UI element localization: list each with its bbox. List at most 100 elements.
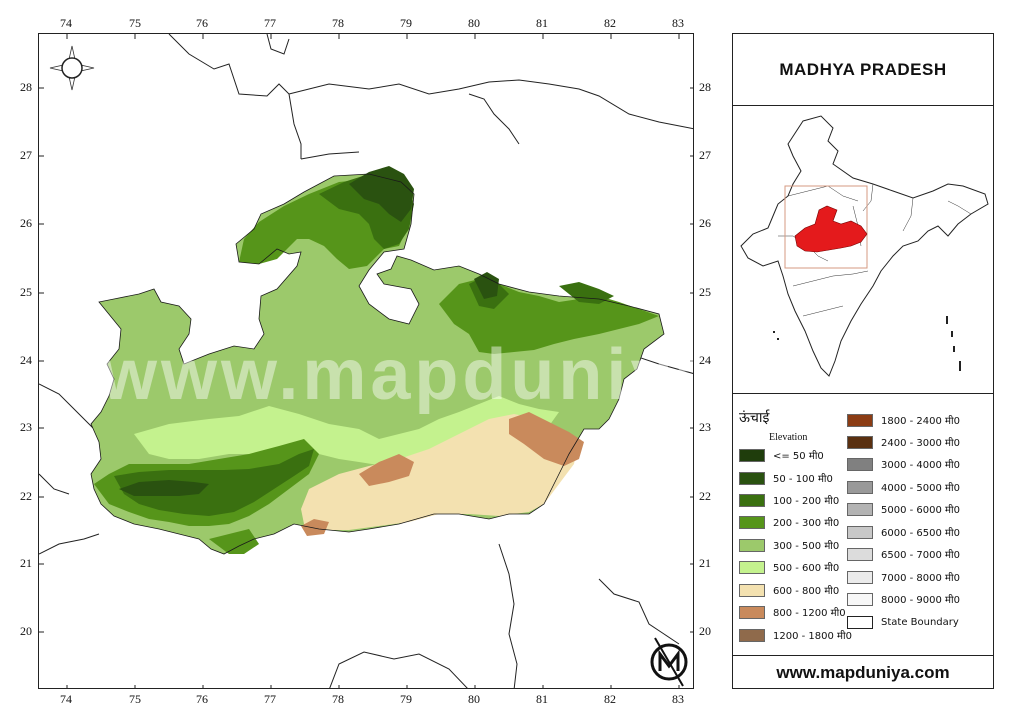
legend-swatch bbox=[847, 413, 873, 427]
india-inset-map bbox=[733, 106, 993, 394]
inset-extent-box bbox=[784, 185, 868, 269]
state-elevation bbox=[91, 166, 664, 554]
legend-label: 1800 - 2400 मी0 bbox=[881, 416, 960, 427]
legend-item: 7000 - 8000 मी0 bbox=[847, 570, 960, 584]
website-box: www.mapduniya.com bbox=[733, 656, 993, 690]
legend-label: 4000 - 5000 मी0 bbox=[881, 483, 960, 494]
elevation-map: www.mapduniya.com bbox=[38, 33, 694, 689]
legend-swatch bbox=[847, 570, 873, 584]
legend-item: 8000 - 9000 मी0 bbox=[847, 592, 960, 606]
lon-tick-label: 74 bbox=[60, 16, 72, 30]
frame-ticks bbox=[39, 34, 693, 688]
lat-tick-label: 26 bbox=[20, 216, 32, 230]
legend-label: State Boundary bbox=[881, 616, 959, 628]
legend-swatch bbox=[847, 615, 873, 629]
legend-label: 8000 - 9000 मी0 bbox=[881, 595, 960, 606]
legend-label: 6500 - 7000 मी0 bbox=[881, 550, 960, 561]
legend-label: 100 - 200 मी0 bbox=[773, 496, 840, 507]
legend-swatch bbox=[739, 583, 765, 597]
lat-tick-label: 20 bbox=[699, 624, 711, 638]
legend-label: 300 - 500 मी0 bbox=[773, 541, 840, 552]
legend-subtitle: Elevation bbox=[769, 432, 808, 443]
legend-item: 5000 - 6000 मी0 bbox=[847, 502, 960, 516]
legend-item: 500 - 600 मी0 bbox=[739, 560, 839, 574]
map-title: MADHYA PRADESH bbox=[779, 59, 947, 79]
lon-tick-label: 80 bbox=[468, 16, 480, 30]
legend-item: 800 - 1200 मी0 bbox=[739, 605, 846, 619]
legend: ऊंचाई Elevation <= 50 मी0 50 - 100 मी0 1… bbox=[733, 394, 993, 656]
side-panel: MADHYA PRADESH ऊंचाई bbox=[732, 33, 994, 689]
lon-tick-label: 76 bbox=[196, 692, 208, 706]
lon-tick-label: 81 bbox=[536, 16, 548, 30]
legend-item: 100 - 200 मी0 bbox=[739, 493, 839, 507]
lon-tick-label: 83 bbox=[672, 16, 684, 30]
lat-tick-label: 23 bbox=[699, 420, 711, 434]
legend-item: 1200 - 1800 मी0 bbox=[739, 628, 852, 642]
neighbour-state-boundaries bbox=[39, 34, 693, 688]
legend-swatch bbox=[847, 547, 873, 561]
legend-label: 500 - 600 मी0 bbox=[773, 563, 840, 574]
mapduniya-logo-icon bbox=[650, 637, 688, 687]
state-boundary-outline bbox=[90, 173, 665, 555]
legend-item: 200 - 300 मी0 bbox=[739, 515, 839, 529]
lon-tick-label: 78 bbox=[332, 16, 344, 30]
lon-tick-label: 83 bbox=[672, 692, 684, 706]
legend-swatch bbox=[739, 628, 765, 642]
lat-tick-label: 22 bbox=[699, 489, 711, 503]
legend-swatch bbox=[847, 525, 873, 539]
website-url[interactable]: www.mapduniya.com bbox=[776, 663, 950, 682]
lat-tick-label: 20 bbox=[20, 624, 32, 638]
lon-tick-label: 74 bbox=[60, 692, 72, 706]
legend-item: 300 - 500 मी0 bbox=[739, 538, 839, 552]
lon-tick-label: 75 bbox=[129, 16, 141, 30]
elevation-zone-200-300 bbox=[94, 179, 659, 554]
island-marks bbox=[773, 316, 961, 371]
legend-swatch bbox=[739, 538, 765, 552]
lat-tick-label: 28 bbox=[699, 80, 711, 94]
north-arrow-icon bbox=[49, 45, 95, 91]
legend-label: 6000 - 6500 मी0 bbox=[881, 528, 960, 539]
legend-label: 3000 - 4000 मी0 bbox=[881, 460, 960, 471]
legend-label: 200 - 300 मी0 bbox=[773, 518, 840, 529]
legend-swatch bbox=[739, 471, 765, 485]
lon-tick-label: 79 bbox=[400, 692, 412, 706]
legend-item: 3000 - 4000 मी0 bbox=[847, 457, 960, 471]
lat-tick-label: 21 bbox=[699, 556, 711, 570]
lat-tick-label: 26 bbox=[699, 216, 711, 230]
legend-label: 600 - 800 मी0 bbox=[773, 586, 840, 597]
lat-tick-label: 27 bbox=[20, 148, 32, 162]
legend-swatch bbox=[739, 448, 765, 462]
lat-tick-label: 24 bbox=[699, 353, 711, 367]
lon-tick-label: 82 bbox=[604, 16, 616, 30]
legend-swatch bbox=[739, 493, 765, 507]
legend-swatch bbox=[739, 605, 765, 619]
lon-tick-label: 79 bbox=[400, 16, 412, 30]
legend-label: 7000 - 8000 मी0 bbox=[881, 573, 960, 584]
legend-label: 1200 - 1800 मी0 bbox=[773, 631, 852, 642]
legend-item: <= 50 मी0 bbox=[739, 448, 824, 462]
legend-item: 6000 - 6500 मी0 bbox=[847, 525, 960, 539]
legend-item: 1800 - 2400 मी0 bbox=[847, 413, 960, 427]
india-outline bbox=[740, 115, 989, 377]
inset-canvas bbox=[740, 115, 989, 377]
legend-label: <= 50 मी0 bbox=[773, 451, 824, 462]
legend-label: 800 - 1200 मी0 bbox=[773, 608, 846, 619]
lat-tick-label: 22 bbox=[20, 489, 32, 503]
legend-swatch bbox=[847, 457, 873, 471]
elevation-zone-600-800 bbox=[301, 414, 579, 530]
lat-tick-label: 25 bbox=[20, 285, 32, 299]
legend-item: 2400 - 3000 मी0 bbox=[847, 435, 960, 449]
legend-swatch bbox=[847, 435, 873, 449]
legend-item: 4000 - 5000 मी0 bbox=[847, 480, 960, 494]
legend-label: 5000 - 6000 मी0 bbox=[881, 505, 960, 516]
legend-label: 50 - 100 मी0 bbox=[773, 474, 833, 485]
title-box: MADHYA PRADESH bbox=[733, 34, 993, 106]
lat-tick-label: 27 bbox=[699, 148, 711, 162]
lon-tick-label: 82 bbox=[604, 692, 616, 706]
lat-tick-label: 28 bbox=[20, 80, 32, 94]
legend-item: 600 - 800 मी0 bbox=[739, 583, 839, 597]
legend-swatch bbox=[847, 502, 873, 516]
legend-label: 2400 - 3000 मी0 bbox=[881, 438, 960, 449]
lon-tick-label: 81 bbox=[536, 692, 548, 706]
legend-item: 50 - 100 मी0 bbox=[739, 471, 833, 485]
